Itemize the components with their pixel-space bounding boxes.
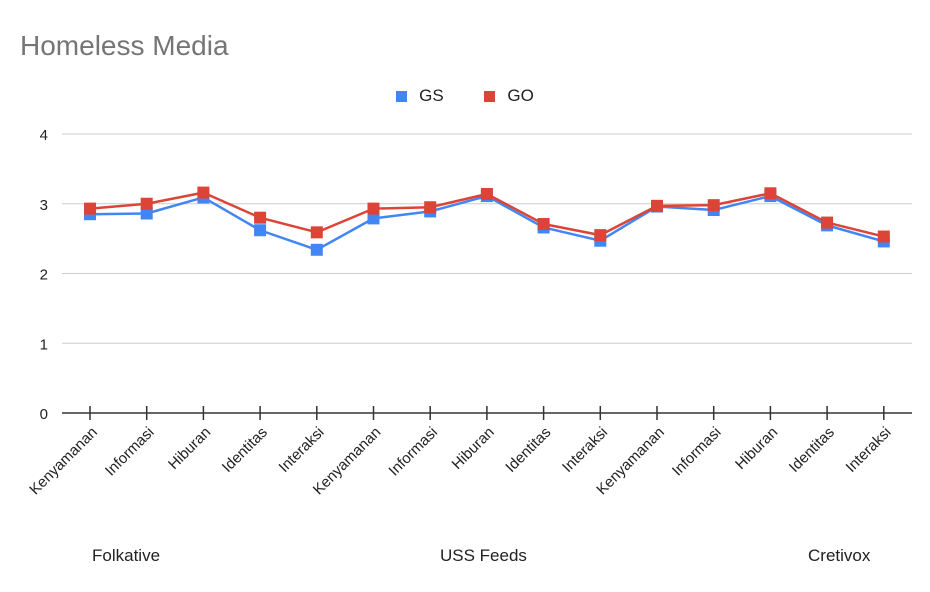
- x-tick-label-6: Informasi: [385, 424, 441, 480]
- point-go-5: [367, 202, 380, 215]
- point-go-14: [877, 230, 890, 243]
- legend-label-gs: GS: [419, 86, 444, 105]
- point-go-10: [651, 199, 663, 212]
- point-go-2: [197, 186, 210, 199]
- x-tick-label-4: Interaksi: [276, 424, 328, 476]
- point-go-11: [707, 199, 720, 212]
- x-tick-label-14: Interaksi: [843, 424, 895, 476]
- legend-label-go: GO: [507, 86, 534, 105]
- legend-swatch-go: [484, 90, 496, 102]
- x-tick-label-9: Interaksi: [559, 424, 611, 476]
- point-gs-1: [140, 207, 153, 220]
- point-go-4: [310, 226, 323, 239]
- point-gs-3: [254, 224, 267, 237]
- y-tick-label-1: 1: [40, 336, 48, 353]
- point-go-0: [84, 202, 96, 215]
- y-tick-label-4: 4: [40, 127, 48, 144]
- legend-item-go: GO: [484, 86, 534, 106]
- legend-item-gs: GS: [396, 86, 444, 106]
- x-tick-label-8: Identitas: [502, 424, 554, 476]
- group-label-cretivox: Cretivox: [808, 546, 871, 565]
- x-tick-label-2: Hiburan: [165, 424, 214, 473]
- x-tick-label-0: Kenyamanan: [26, 424, 101, 499]
- chart-title: Homeless Media: [20, 30, 229, 61]
- x-tick-label-7: Hiburan: [449, 424, 498, 473]
- point-go-7: [480, 187, 493, 200]
- point-gs-5: [367, 212, 380, 225]
- y-tick-label-0: 0: [40, 406, 48, 423]
- x-tick-label-13: Identitas: [786, 424, 838, 476]
- point-go-12: [764, 187, 777, 200]
- legend-swatch-gs: [396, 90, 408, 102]
- group-label-folkative: Folkative: [92, 546, 161, 565]
- point-go-6: [424, 201, 437, 214]
- x-tick-label-12: Hiburan: [732, 424, 781, 473]
- point-go-1: [140, 197, 153, 210]
- x-tick-label-1: Informasi: [102, 424, 158, 480]
- x-tick-label-11: Informasi: [669, 424, 725, 480]
- point-go-8: [537, 217, 550, 230]
- group-label-uss-feeds: USS Feeds: [440, 546, 527, 565]
- x-tick-label-3: Identitas: [219, 424, 271, 476]
- point-go-3: [254, 211, 267, 224]
- point-go-9: [594, 229, 607, 242]
- point-go-13: [821, 216, 834, 229]
- point-gs-4: [310, 243, 323, 256]
- y-tick-label-3: 3: [40, 197, 48, 214]
- legend: GS GO: [0, 86, 930, 107]
- y-tick-label-2: 2: [40, 267, 48, 284]
